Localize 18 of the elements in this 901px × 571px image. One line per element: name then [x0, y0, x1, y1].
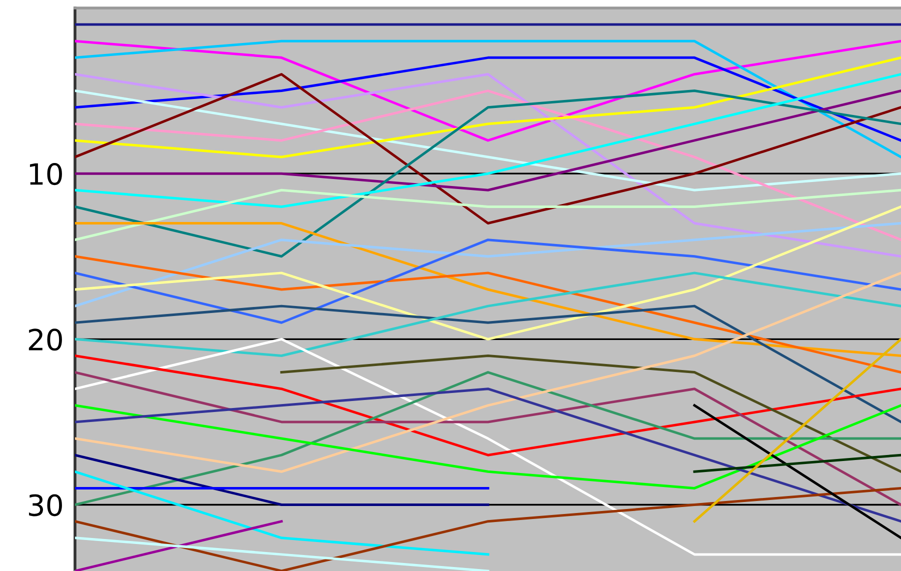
line-series [75, 388, 901, 523]
line-series [75, 222, 901, 357]
line-series [75, 272, 901, 473]
line-series [75, 338, 901, 556]
line-series [75, 255, 901, 374]
line-series [75, 272, 901, 357]
line-series [75, 222, 901, 308]
line-series [75, 404, 901, 490]
y-tick-label: 10 [30, 163, 62, 186]
line-series [75, 205, 901, 340]
line-series [75, 354, 901, 456]
line-series [75, 238, 901, 324]
y-tick-label: 30 [29, 494, 62, 516]
line-series [75, 371, 901, 506]
line-series [75, 90, 901, 192]
line-series [75, 486, 901, 571]
line-series [75, 56, 901, 142]
y-tick-label: 20 [28, 328, 62, 351]
